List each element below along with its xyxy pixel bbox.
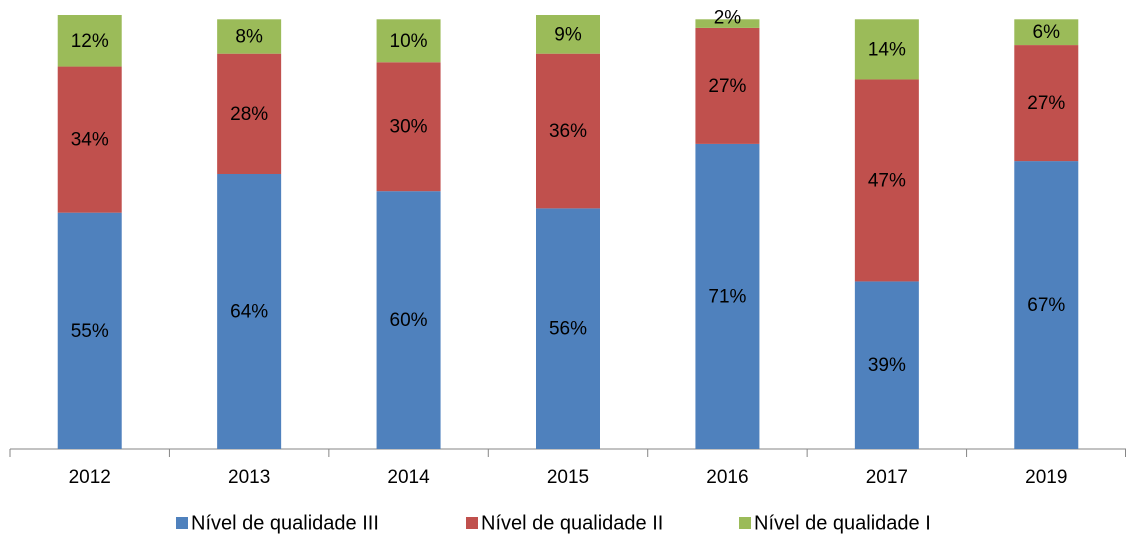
- bar-segment: [376, 191, 441, 449]
- legend-swatch: [739, 517, 751, 529]
- data-label: 6%: [1033, 22, 1061, 43]
- bar-segment: [57, 66, 122, 213]
- bar-segment: [854, 19, 919, 80]
- x-tick-label: 2016: [706, 467, 748, 488]
- bar-segment: [536, 208, 600, 449]
- bar-segment: [217, 173, 282, 449]
- data-label: 39%: [868, 355, 906, 376]
- bar-segment: [376, 62, 441, 192]
- legend-swatch: [176, 517, 188, 529]
- bar-segment: [854, 281, 919, 449]
- bar-segment: [57, 212, 122, 449]
- x-tick-label: 2017: [866, 467, 908, 488]
- data-label: 2%: [714, 8, 742, 29]
- bar-segment: [695, 19, 760, 28]
- data-label: 14%: [868, 39, 906, 60]
- bar-segment: [217, 19, 282, 54]
- bar-segment: [536, 15, 600, 54]
- data-label: 64%: [230, 302, 268, 323]
- bar-segment: [695, 143, 760, 449]
- legend-label: Nível de qualidade II: [481, 512, 663, 534]
- x-tick-label: 2012: [69, 467, 111, 488]
- legend-swatch: [466, 517, 478, 529]
- bar-segment: [854, 79, 919, 282]
- data-label: 67%: [1027, 295, 1065, 316]
- x-tick-label: 2015: [547, 467, 589, 488]
- data-label: 8%: [235, 27, 263, 48]
- bar-segment: [1014, 161, 1079, 450]
- data-label: 36%: [549, 121, 587, 142]
- legend-label: Nível de qualidade III: [191, 512, 379, 534]
- data-label: 27%: [1027, 93, 1065, 114]
- data-label: 55%: [71, 321, 109, 342]
- bar-segment: [217, 53, 282, 174]
- data-label: 71%: [708, 286, 746, 307]
- data-label: 28%: [230, 104, 268, 125]
- data-label: 12%: [71, 31, 109, 52]
- data-label: 10%: [390, 31, 428, 52]
- bar-segment: [1014, 19, 1079, 46]
- bar-segment: [1014, 45, 1079, 162]
- data-label: 27%: [708, 76, 746, 97]
- x-tick-label: 2014: [387, 467, 430, 488]
- data-label: 34%: [71, 130, 109, 151]
- bar-segment: [536, 53, 600, 209]
- x-tick-label: 2019: [1025, 467, 1067, 488]
- data-label: 9%: [554, 24, 582, 45]
- data-label: 30%: [390, 117, 428, 138]
- data-label: 56%: [549, 319, 587, 340]
- bar-segment: [695, 27, 760, 144]
- data-label: 60%: [390, 310, 428, 331]
- data-label: 47%: [868, 170, 906, 191]
- x-tick-label: 2013: [228, 467, 270, 488]
- bar-segment: [376, 19, 441, 63]
- legend-label: Nível de qualidade I: [754, 512, 931, 534]
- bar-segment: [57, 15, 122, 67]
